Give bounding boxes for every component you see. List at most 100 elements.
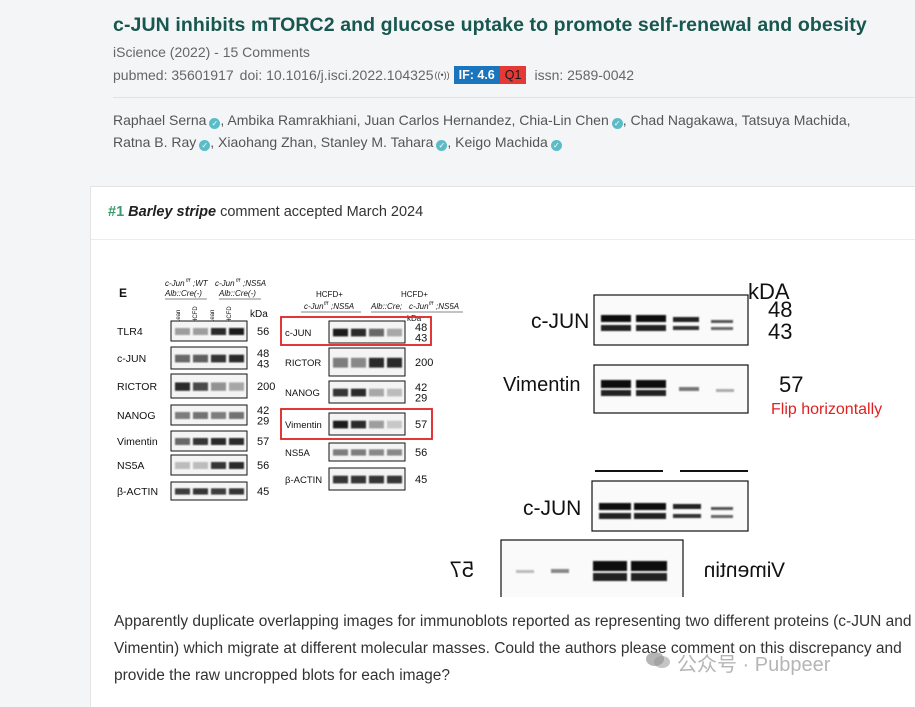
row-label: β-ACTIN — [285, 475, 322, 486]
blot-strip — [328, 412, 406, 436]
row-label: β-ACTIN — [117, 486, 158, 498]
blot-strip — [170, 320, 248, 342]
svg-text:Alb::Cre(-): Alb::Cre(-) — [218, 289, 256, 298]
column-label: Lean — [176, 310, 182, 323]
kda-label: 48 43 — [415, 322, 427, 344]
comment-author[interactable]: Barley stripe — [128, 204, 217, 220]
svg-text:Alb::Cre(-): Alb::Cre(-) — [164, 289, 202, 298]
kda-unit: kDa — [250, 309, 268, 320]
author-name[interactable]: Raphael Serna — [113, 112, 207, 128]
issn: issn: 2589-0042 — [534, 67, 635, 83]
row-label: c-JUN — [285, 328, 312, 339]
paper-title[interactable]: c-JUN inhibits mTORC2 and glucose uptake… — [113, 14, 867, 36]
svg-text:c-Jun: c-Jun — [304, 302, 324, 311]
blot-strip — [328, 380, 406, 404]
svg-text:48: 48 — [768, 297, 792, 322]
impact-factor-badge: IF: 4.6 — [453, 66, 500, 84]
figure-image: E c-Jun f/f ;WT c-Jun f/f ;NS5A Alb::Cre… — [117, 278, 882, 597]
comment-status: comment accepted March 2024 — [220, 204, 424, 220]
kda-label: 56 — [415, 447, 427, 459]
svg-text:f/f: f/f — [186, 278, 191, 284]
comment-header: #1 Barley stripe comment accepted March … — [91, 187, 915, 240]
panel-label: E — [119, 286, 127, 300]
verified-check-icon: ✓ — [199, 139, 211, 151]
kda-label: 57 — [415, 419, 427, 431]
verified-check-icon: ✓ — [550, 139, 562, 151]
column-label: HCFD — [193, 306, 199, 323]
kda-label: 45 — [257, 486, 269, 498]
kda-label: 56 — [257, 326, 269, 338]
row-label: NANOG — [285, 388, 320, 399]
row-label: NS5A — [117, 460, 144, 472]
journal-line: iScience (2022) - 15 Comments — [113, 44, 310, 60]
blot-strip — [170, 454, 248, 476]
kda-label: 200 — [257, 381, 275, 393]
svg-text:Alb::Cre;: Alb::Cre; — [370, 302, 402, 311]
divider — [113, 97, 915, 98]
column-label: HCFD — [227, 306, 233, 323]
identifier-line: pubmed: 35601917 doi: 10.1016/j.isci.202… — [113, 66, 634, 84]
svg-text:HCFD+: HCFD+ — [316, 290, 343, 299]
svg-text:c-Jun: c-Jun — [409, 302, 429, 311]
verified-check-icon: ✓ — [436, 139, 448, 151]
highlight-box-cjun — [280, 316, 432, 346]
kda-label: 200 — [415, 357, 433, 369]
author-name[interactable]: Juan Carlos Hernandez — [364, 112, 512, 128]
doi[interactable]: doi: 10.1016/j.isci.2022.104325 — [239, 67, 434, 83]
pubmed-id[interactable]: pubmed: 35601917 — [113, 67, 234, 83]
kda-label: 48 43 — [257, 348, 269, 370]
row-label: NS5A — [285, 448, 310, 459]
blot-strip — [328, 320, 406, 344]
author-name[interactable]: Ambika Ramrakhiani — [227, 112, 357, 128]
row-label: Vimentin — [285, 420, 322, 431]
broadcast-icon: ((•)) — [434, 70, 450, 80]
row-label: RICTOR — [285, 358, 321, 369]
author-name[interactable]: Keigo Machida — [455, 133, 548, 150]
flipped-vimentin-label: Vimentin — [704, 559, 785, 582]
author-name[interactable]: Ratna B. Ray — [113, 133, 197, 150]
zoom-vimentin-label: Vimentin — [503, 374, 580, 396]
flip-annotation: Flip horizontally — [771, 401, 882, 418]
svg-text:;NS5A: ;NS5A — [331, 302, 354, 311]
row-label: NANOG — [117, 410, 156, 422]
verified-check-icon: ✓ — [611, 118, 623, 129]
kda-label: 45 — [415, 474, 427, 486]
blot-strip — [328, 467, 406, 491]
svg-text:c-Jun: c-Jun — [215, 279, 235, 288]
quartile-badge: Q1 — [499, 66, 527, 84]
kda-label: 57 — [257, 436, 269, 448]
author-name[interactable]: Tatsuya Machida — [741, 112, 847, 128]
comment-body: Apparently duplicate overlapping images … — [114, 613, 912, 684]
flipped-kda-label: 57 — [450, 557, 474, 582]
author-name[interactable]: Chia-Lin Chen — [519, 112, 609, 128]
blot-panel-left: E c-Jun f/f ;WT c-Jun f/f ;NS5A Alb::Cre… — [117, 278, 275, 501]
svg-text:43: 43 — [768, 319, 792, 344]
svg-text:;NS5A: ;NS5A — [436, 302, 459, 311]
svg-text:c-Jun: c-Jun — [165, 279, 185, 288]
svg-text:;WT: ;WT — [193, 279, 209, 288]
highlight-box-vimentin — [280, 408, 433, 440]
svg-text:f/f: f/f — [429, 301, 434, 307]
column-label: Lean — [210, 310, 216, 323]
author-list: Raphael Serna ✓, Ambika Ramrakhiani, Juan… — [113, 112, 851, 151]
verified-check-icon: ✓ — [209, 118, 221, 129]
row-label: RICTOR — [117, 381, 157, 393]
kda-label: 42 29 — [415, 382, 427, 404]
row-label: TLR4 — [117, 326, 143, 338]
blot-strip — [328, 442, 406, 462]
blot-strip — [170, 481, 248, 501]
svg-text:57: 57 — [779, 372, 803, 397]
kda-label: 56 — [257, 460, 269, 472]
author-name[interactable]: Xiaohang Zhan — [218, 133, 314, 150]
watermark: 公众号 · Pubpeer — [645, 648, 830, 677]
blot-panel-middle: HCFD+ HCFD+ c-Jun f/f ;NS5A Alb::Cre; c-… — [280, 290, 463, 491]
comment-number[interactable]: #1 — [108, 204, 125, 220]
svg-text:kDa: kDa — [407, 314, 422, 323]
kda-label: 42 29 — [257, 405, 269, 427]
svg-text:f/f: f/f — [236, 278, 241, 284]
author-name[interactable]: Chad Nagakawa — [630, 112, 735, 128]
svg-text:;NS5A: ;NS5A — [243, 279, 266, 288]
svg-text:HCFD+: HCFD+ — [401, 290, 428, 299]
author-name[interactable]: Stanley M. Tahara — [320, 133, 434, 150]
svg-text:f/f: f/f — [324, 301, 329, 307]
